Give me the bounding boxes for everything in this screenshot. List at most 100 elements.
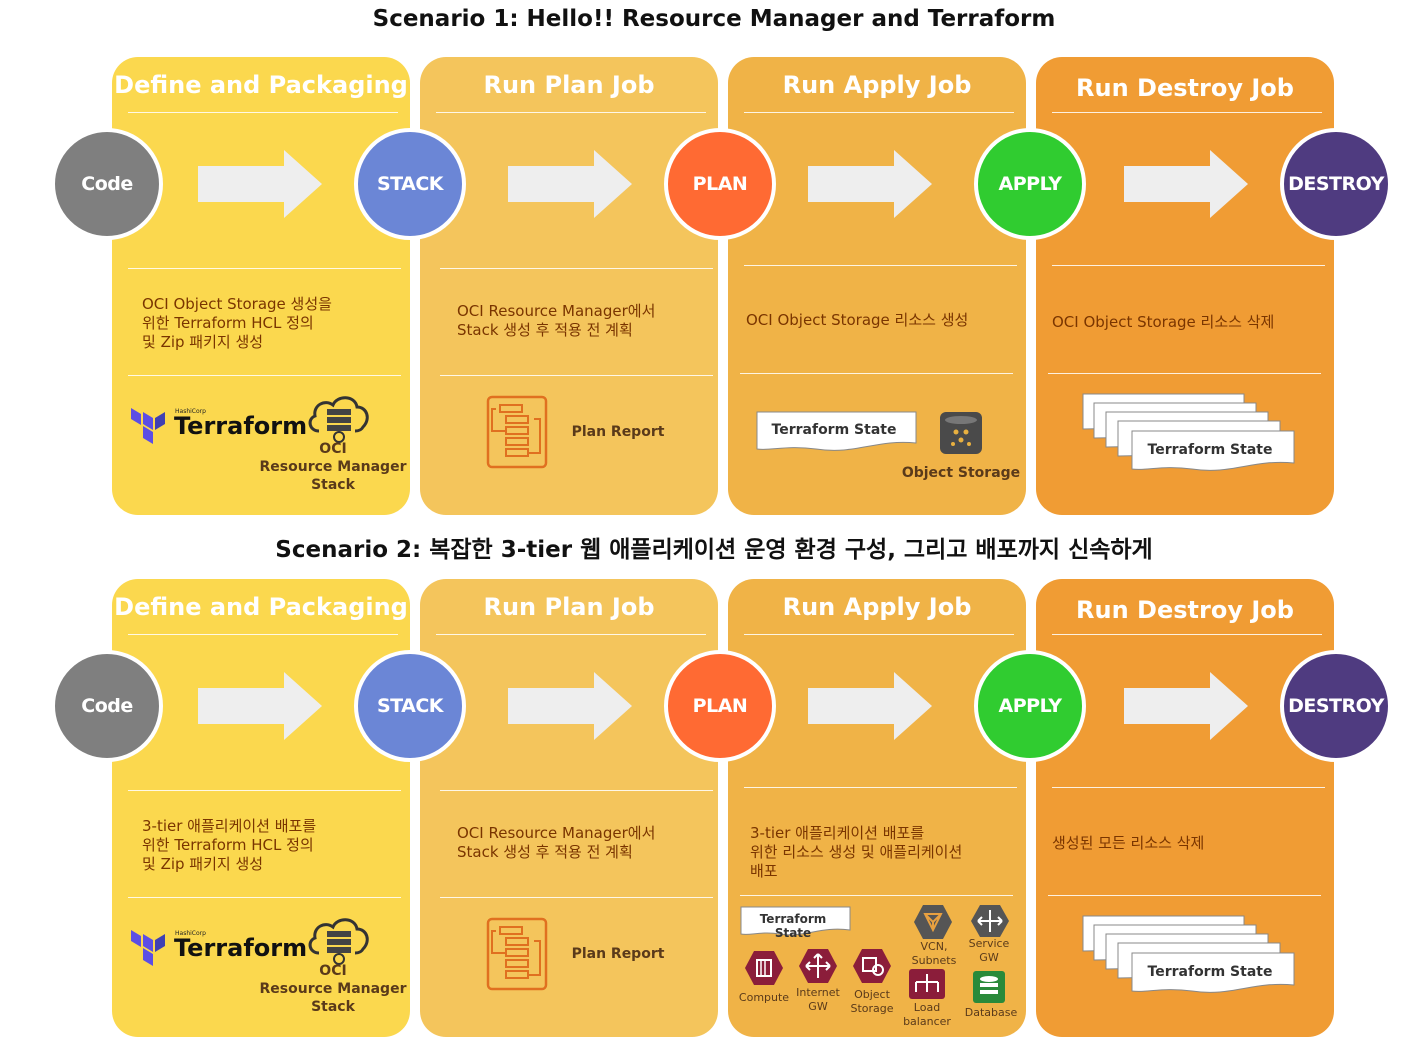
- terraform-logo-text: Terraform: [174, 412, 308, 440]
- object-storage-label: Object Storage: [901, 465, 1021, 481]
- node-code: Code: [51, 128, 163, 240]
- node-plan: PLAN: [664, 650, 776, 762]
- object-storage-icon: [940, 412, 982, 454]
- arrow-right-icon: [508, 150, 632, 218]
- node-destroy: DESTROY: [1280, 650, 1392, 762]
- oci-stack-icon: [308, 918, 369, 965]
- divider: [128, 790, 401, 791]
- hashicorp-label: HashiCorp: [175, 408, 206, 415]
- divider: [740, 895, 1013, 896]
- stage-description: OCI Object Storage 생성을 위한 Terraform HCL …: [142, 295, 332, 351]
- arrow-right-icon: [808, 150, 932, 218]
- divider: [744, 112, 1014, 113]
- stage-title: Define and Packaging: [114, 71, 408, 99]
- terraform-state-label: Terraform State: [1147, 442, 1273, 458]
- plan-report-icon: [486, 917, 548, 991]
- divider: [128, 375, 401, 376]
- oci-stack-label: OCI Resource Manager Stack: [259, 441, 407, 493]
- node-plan: PLAN: [664, 128, 776, 240]
- oci-stack-label: OCI Resource Manager Stack: [259, 963, 407, 1015]
- terraform-state-doc: [756, 411, 917, 451]
- divider: [128, 112, 398, 113]
- divider: [1052, 112, 1322, 113]
- object-storage-label: Object Storage: [850, 988, 894, 1015]
- oci-stack-icon: [308, 396, 369, 443]
- object-storage-icon: [853, 949, 891, 983]
- scenario-title: Scenario 1: Hello!! Resource Manager and…: [372, 6, 1056, 32]
- load-balancer-label: Load balancer: [903, 1001, 951, 1028]
- load-balancer-icon: [909, 969, 945, 999]
- terraform-logo-icon: [131, 408, 165, 444]
- internet-gw-icon: [799, 949, 837, 983]
- service-gw-icon: [971, 905, 1009, 937]
- divider: [440, 790, 713, 791]
- divider: [1052, 787, 1325, 788]
- divider: [436, 112, 706, 113]
- terraform-logo-icon: [131, 930, 165, 966]
- stage-title: Run Plan Job: [483, 71, 655, 99]
- divider: [744, 265, 1017, 266]
- vcn-label: VCN, Subnets: [911, 940, 957, 967]
- node-stack: STACK: [354, 650, 466, 762]
- stage-description: 생성된 모든 리소스 삭제: [1052, 834, 1205, 852]
- node-apply: APPLY: [974, 128, 1086, 240]
- divider: [740, 373, 1013, 374]
- stage-description: OCI Object Storage 리소스 삭제: [1052, 313, 1275, 331]
- stage-title: Run Destroy Job: [1076, 74, 1294, 102]
- arrow-right-icon: [198, 672, 322, 740]
- divider: [1048, 373, 1321, 374]
- plan-report-icon: [486, 395, 548, 469]
- stage-title: Run Apply Job: [782, 593, 972, 621]
- database-label: Database: [964, 1006, 1018, 1019]
- terraform-state-stack: [1082, 393, 1295, 471]
- database-icon: [973, 971, 1005, 1003]
- divider: [440, 375, 713, 376]
- plan-report-label: Plan Report: [571, 946, 665, 962]
- stage-description: 3-tier 애플리케이션 배포를 위한 Terraform HCL 정의 및 …: [142, 817, 317, 873]
- divider: [744, 787, 1017, 788]
- arrow-right-icon: [1124, 150, 1248, 218]
- terraform-state-label: Terraform State: [1147, 964, 1273, 980]
- arrow-right-icon: [808, 672, 932, 740]
- divider: [1052, 634, 1322, 635]
- terraform-state-doc: [740, 906, 851, 936]
- stage-description: OCI Resource Manager에서 Stack 생성 후 적용 전 계…: [457, 824, 656, 861]
- internet-gw-label: Internet GW: [796, 986, 840, 1013]
- hashicorp-label: HashiCorp: [175, 930, 206, 937]
- divider: [744, 634, 1014, 635]
- divider: [440, 268, 713, 269]
- divider: [440, 897, 713, 898]
- node-code: Code: [51, 650, 163, 762]
- divider: [128, 268, 401, 269]
- stage-description: 3-tier 애플리케이션 배포를 위한 리소스 생성 및 애플리케이션 배포: [750, 824, 963, 880]
- divider: [436, 634, 706, 635]
- panel-plan: [420, 57, 718, 515]
- stage-title: Run Destroy Job: [1076, 596, 1294, 624]
- terraform-state-label: Terraform State: [771, 422, 897, 438]
- node-destroy: DESTROY: [1280, 128, 1392, 240]
- scenario-title: Scenario 2: 복잡한 3-tier 웹 애플리케이션 운영 환경 구성…: [275, 537, 1153, 563]
- arrow-right-icon: [198, 150, 322, 218]
- divider: [128, 897, 401, 898]
- panel-define: [112, 579, 410, 1037]
- panel-define: [112, 57, 410, 515]
- divider: [1048, 895, 1321, 896]
- stage-title: Define and Packaging: [114, 593, 408, 621]
- terraform-logo-text: Terraform: [174, 934, 308, 962]
- terraform-state-label: Terraform State: [759, 912, 827, 940]
- stage-title: Run Plan Job: [483, 593, 655, 621]
- compute-icon: [745, 951, 783, 985]
- vcn-icon: [914, 905, 952, 939]
- node-apply: APPLY: [974, 650, 1086, 762]
- node-stack: STACK: [354, 128, 466, 240]
- arrow-right-icon: [1124, 672, 1248, 740]
- compute-label: Compute: [738, 991, 790, 1004]
- stage-description: OCI Object Storage 리소스 생성: [746, 311, 969, 329]
- divider: [128, 634, 398, 635]
- stage-description: OCI Resource Manager에서 Stack 생성 후 적용 전 계…: [457, 302, 656, 339]
- stage-title: Run Apply Job: [782, 71, 972, 99]
- plan-report-label: Plan Report: [571, 424, 665, 440]
- service-gw-label: Service GW: [968, 937, 1010, 964]
- divider: [1052, 265, 1325, 266]
- panel-plan: [420, 579, 718, 1037]
